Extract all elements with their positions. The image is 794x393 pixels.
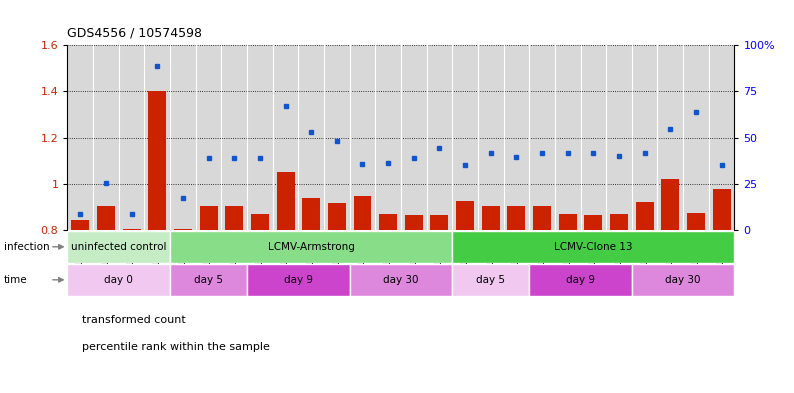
Text: LCMV-Armstrong: LCMV-Armstrong — [268, 242, 355, 252]
Bar — [713, 189, 730, 230]
Text: LCMV-Clone 13: LCMV-Clone 13 — [554, 242, 633, 252]
Bar — [67, 264, 170, 296]
Bar — [584, 215, 603, 230]
Bar — [610, 214, 628, 230]
Text: day 30: day 30 — [384, 275, 418, 285]
Text: transformed count: transformed count — [82, 314, 186, 325]
Bar — [349, 264, 453, 296]
Bar — [380, 214, 397, 230]
Bar — [453, 231, 734, 263]
Text: uninfected control: uninfected control — [71, 242, 167, 252]
Bar — [67, 231, 170, 263]
Bar — [251, 214, 269, 230]
Text: day 5: day 5 — [194, 275, 223, 285]
Bar — [170, 264, 247, 296]
Bar — [559, 214, 576, 230]
Bar — [71, 220, 89, 230]
Bar — [661, 179, 680, 230]
Text: day 5: day 5 — [476, 275, 505, 285]
Bar — [225, 206, 243, 230]
Bar — [430, 215, 449, 230]
Text: percentile rank within the sample: percentile rank within the sample — [82, 342, 270, 352]
Bar — [687, 213, 705, 230]
Bar — [199, 206, 218, 230]
Bar — [507, 206, 526, 230]
Bar — [97, 206, 115, 230]
Bar — [632, 264, 734, 296]
Bar — [303, 198, 320, 230]
Text: GDS4556 / 10574598: GDS4556 / 10574598 — [67, 26, 202, 39]
Bar — [530, 264, 632, 296]
Bar — [353, 196, 372, 230]
Bar — [276, 172, 295, 230]
Bar — [482, 206, 499, 230]
Bar — [456, 201, 474, 230]
Bar — [122, 229, 141, 230]
Text: day 30: day 30 — [665, 275, 701, 285]
Text: day 0: day 0 — [104, 275, 133, 285]
Text: day 9: day 9 — [284, 275, 313, 285]
Bar — [636, 202, 653, 230]
Text: time: time — [4, 275, 28, 285]
Bar — [247, 264, 349, 296]
Bar — [148, 91, 166, 230]
Text: day 9: day 9 — [566, 275, 595, 285]
Text: infection: infection — [4, 242, 49, 252]
Bar — [328, 203, 346, 230]
Bar — [453, 264, 530, 296]
Bar — [533, 206, 551, 230]
Bar — [170, 231, 453, 263]
Bar — [174, 229, 192, 230]
Bar — [405, 215, 422, 230]
